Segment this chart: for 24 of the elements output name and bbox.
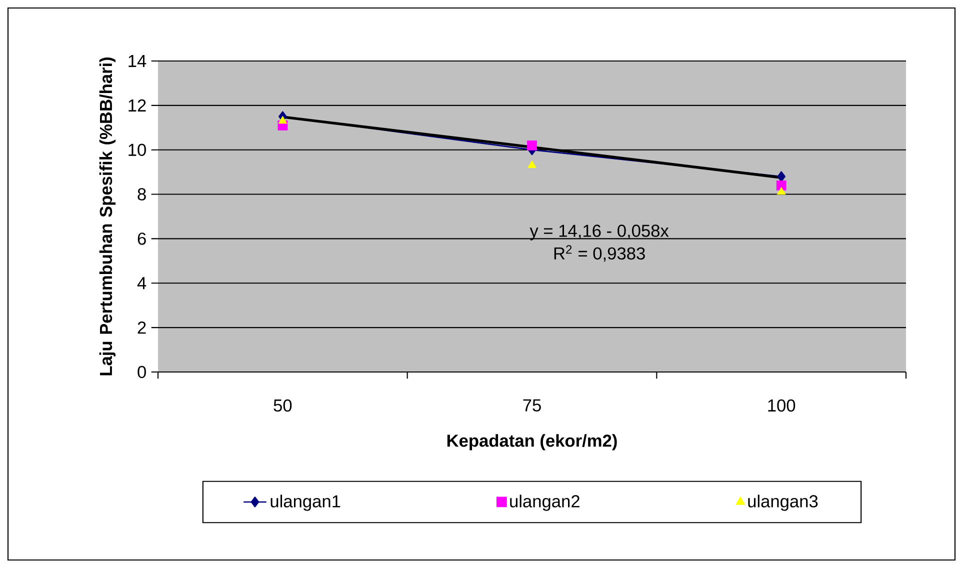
y-tick-label: 14 (128, 55, 146, 67)
y-tick-label: 0 (138, 366, 146, 378)
y-tick-label: 10 (128, 144, 146, 156)
x-axis-title: Kepadatan (ekor/m2) (447, 434, 617, 450)
annotation: y = 14,16 - 0,058x (530, 224, 669, 240)
x-tick-label: 50 (274, 399, 292, 412)
point (278, 116, 287, 124)
x-tick-label: 75 (523, 399, 541, 412)
legend-label: ulangan1 (270, 494, 340, 511)
y-axis-title: Laju Pertumbuhan Spesifik (%BB/hari) (99, 57, 116, 376)
y-tick-label: 6 (138, 232, 146, 245)
point (527, 140, 537, 150)
legend-label: ulangan3 (748, 494, 818, 511)
y-tick-label: 4 (137, 277, 146, 290)
y-tick-label: 12 (128, 99, 146, 112)
point (777, 171, 786, 182)
y-tick-label: 8 (138, 188, 146, 200)
legend-label: ulangan2 (510, 494, 580, 511)
point (776, 180, 786, 190)
point (777, 187, 786, 195)
point (528, 160, 536, 168)
y-tick-label: 2 (138, 322, 146, 334)
annotation: R$^{2}$ = 0,9383 (554, 245, 645, 262)
x-tick-label: 100 (768, 399, 796, 412)
